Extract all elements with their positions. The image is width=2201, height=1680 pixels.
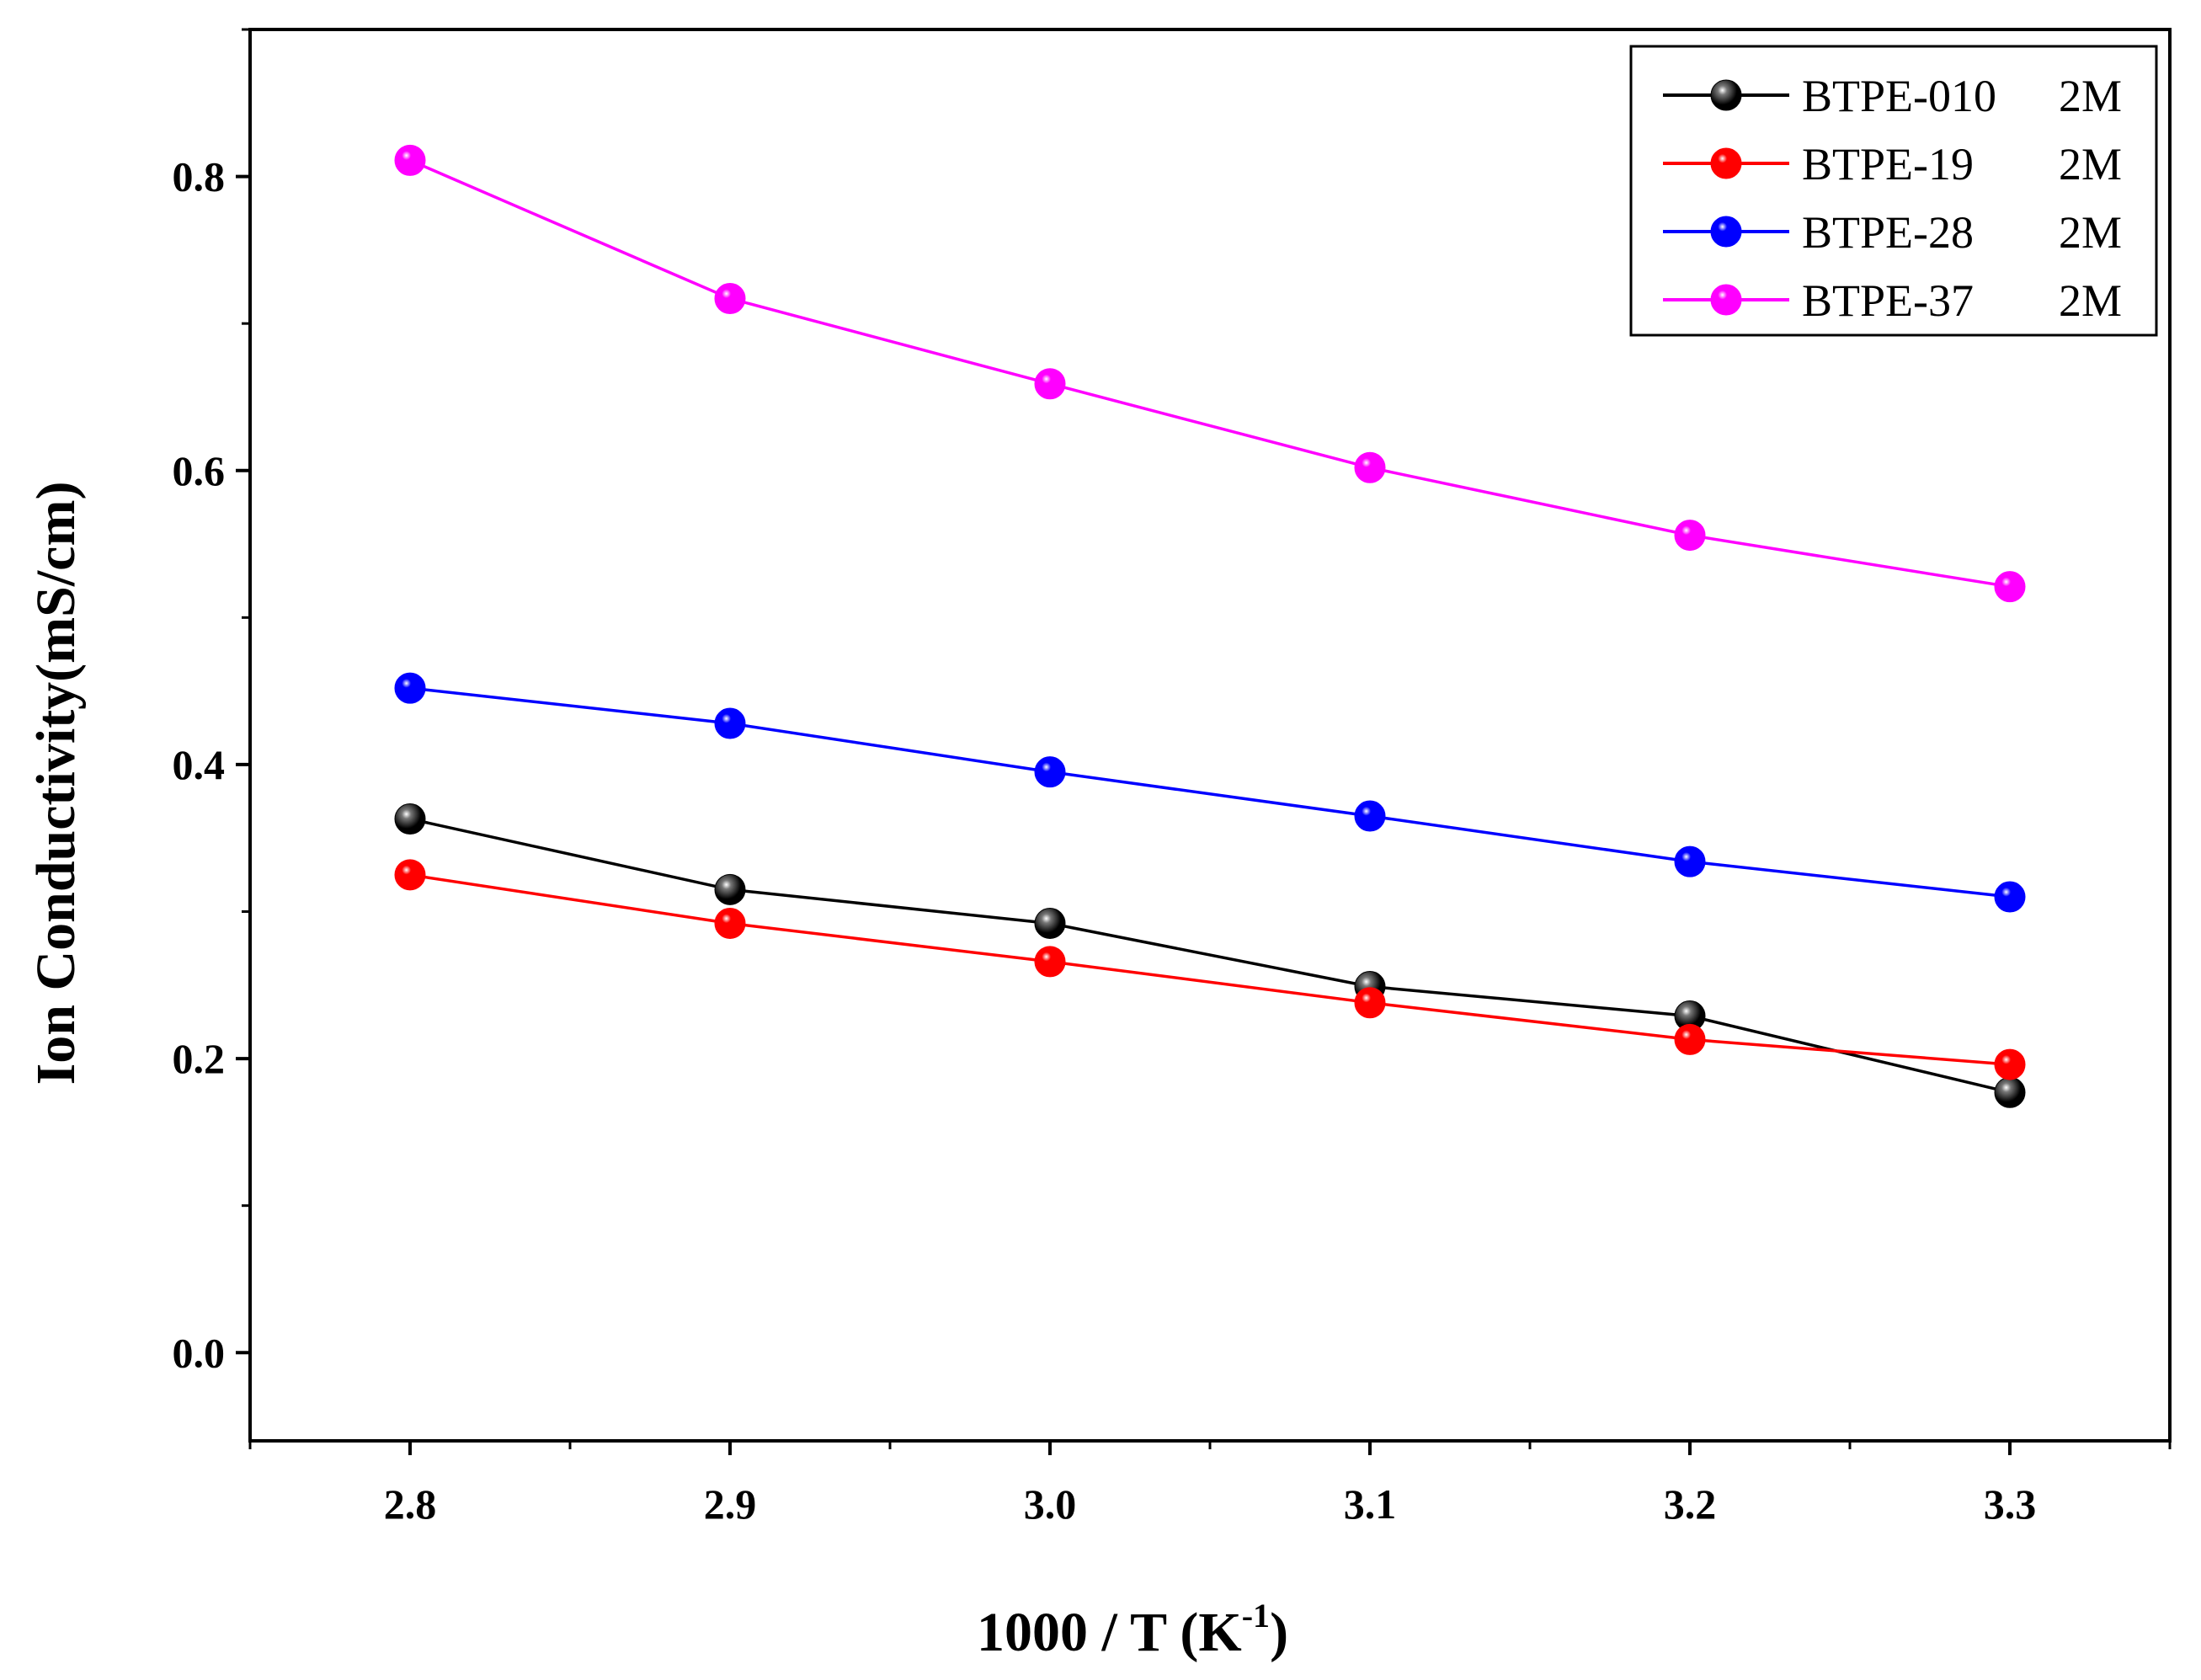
- data-point: [1674, 845, 1706, 877]
- legend-marker: [1710, 284, 1742, 316]
- legend-label: BTPE-19: [1802, 139, 1974, 189]
- y-axis-title: Ion Conductivity(mS/cm): [25, 482, 87, 1085]
- series-line: [409, 817, 2011, 1094]
- legend-concentration: 2M: [2059, 275, 2122, 326]
- y-tick-label: 0.2: [173, 1035, 226, 1082]
- y-tick-label: 0.8: [173, 153, 226, 200]
- x-tick-label: 3.0: [1024, 1480, 1077, 1528]
- x-tick-label: 2.8: [384, 1480, 437, 1528]
- series-btpe-37: [394, 144, 2026, 603]
- series-btpe-28: [394, 672, 2026, 913]
- data-point: [714, 282, 746, 314]
- legend-marker: [1710, 216, 1742, 248]
- data-point: [394, 144, 426, 176]
- legend-marker: [1710, 79, 1742, 111]
- series-line: [409, 158, 2011, 589]
- x-tick-label: 3.2: [1664, 1480, 1717, 1528]
- x-axis-title-superscript: -1: [1242, 1597, 1270, 1635]
- series-layer: [394, 144, 2026, 1108]
- data-point: [394, 672, 426, 704]
- data-point: [1354, 987, 1386, 1019]
- legend-concentration: 2M: [2059, 207, 2122, 258]
- data-point: [714, 873, 746, 905]
- legend-label: BTPE-37: [1802, 275, 1974, 326]
- series-btpe-010: [394, 803, 2026, 1108]
- legend-concentration: 2M: [2059, 139, 2122, 189]
- y-axis-ticks: 0.0 0.2 0.4 0.6 0.8: [173, 28, 250, 1376]
- x-axis-title-main: 1000 / T (K: [977, 1602, 1242, 1663]
- legend-entry: BTPE-010 2M: [1663, 71, 2122, 121]
- data-point: [1354, 451, 1386, 483]
- data-point: [1034, 368, 1066, 400]
- x-tick-label: 2.9: [704, 1480, 757, 1528]
- data-point: [1034, 756, 1066, 788]
- data-point: [394, 803, 426, 835]
- y-tick-label: 0.6: [173, 447, 226, 494]
- legend-label: BTPE-28: [1802, 207, 1974, 258]
- legend: BTPE-010 2M BTPE-19 2M BTPE-28 2M BTPE-37 2M: [1629, 45, 2158, 337]
- data-point: [1994, 1076, 2026, 1108]
- series-line: [409, 686, 2011, 899]
- data-point: [714, 707, 746, 739]
- legend-marker: [1710, 147, 1742, 179]
- data-point: [1994, 571, 2026, 603]
- data-point: [1034, 907, 1066, 939]
- y-tick-label: 0.0: [173, 1329, 226, 1376]
- data-point: [1674, 520, 1706, 552]
- data-point: [1674, 1023, 1706, 1055]
- legend-concentration: 2M: [2059, 71, 2122, 121]
- x-axis-ticks: 2.8 2.9 3.0 3.1 3.2 3.3: [248, 1441, 2172, 1528]
- legend-entry: BTPE-37 2M: [1663, 275, 2122, 326]
- data-point: [394, 859, 426, 891]
- legend-entry: BTPE-19 2M: [1663, 139, 2122, 189]
- legend-label: BTPE-010: [1802, 71, 1996, 121]
- series-btpe-19: [394, 859, 2026, 1080]
- series-line: [409, 873, 2011, 1066]
- legend-entry: BTPE-28 2M: [1663, 207, 2122, 258]
- data-point: [1994, 1048, 2026, 1080]
- data-point: [1034, 946, 1066, 978]
- data-point: [714, 907, 746, 939]
- data-point: [1994, 881, 2026, 913]
- x-tick-label: 3.3: [1984, 1480, 2037, 1528]
- x-axis-title: 1000 / T (K-1): [977, 1597, 1288, 1663]
- x-tick-label: 3.1: [1344, 1480, 1397, 1528]
- data-point: [1354, 800, 1386, 832]
- x-axis-title-tail: ): [1270, 1602, 1288, 1663]
- y-tick-label: 0.4: [173, 741, 226, 788]
